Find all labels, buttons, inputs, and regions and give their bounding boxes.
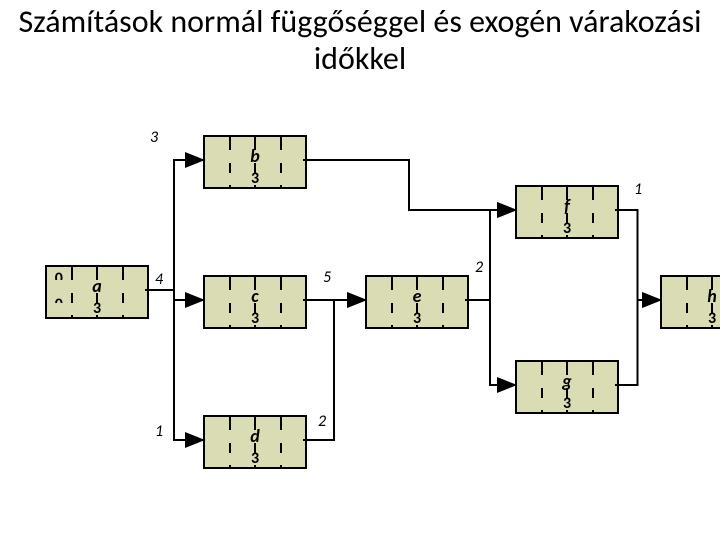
node-a-duration: 3 <box>47 303 147 316</box>
edge-weight-e-f: 2 <box>475 258 483 277</box>
edge-g-h <box>615 300 660 385</box>
node-e-label: e <box>367 290 467 303</box>
node-b-label: b <box>205 150 305 163</box>
edge-weight-a-d: 1 <box>155 422 163 441</box>
node-c: c3 <box>203 275 307 329</box>
edge-a-c <box>145 290 203 300</box>
node-c-duration: 3 <box>205 313 305 326</box>
node-c-label: c <box>205 290 305 303</box>
node-e-duration: 3 <box>367 313 467 326</box>
edge-b-f <box>303 160 515 210</box>
node-h-duration: 3 <box>662 313 720 326</box>
node-f-duration: 3 <box>517 223 617 236</box>
edge-weight-d-e: 2 <box>318 412 326 431</box>
node-e: e3 <box>365 275 469 329</box>
edge-weight-f-h: 1 <box>634 180 642 199</box>
node-a: 00a3 <box>45 265 149 319</box>
edge-e-f <box>465 210 515 300</box>
node-g-duration: 3 <box>517 398 617 411</box>
edge-a-d <box>145 290 203 440</box>
slide-title: Számítások normál függőséggel és exogén … <box>0 4 720 78</box>
edge-weight-a-b: 3 <box>150 128 158 147</box>
edge-a-b <box>145 160 203 290</box>
node-d: d3 <box>203 415 307 469</box>
edge-f-h <box>615 210 660 300</box>
node-f-label: f <box>517 200 617 213</box>
node-g: g3 <box>515 360 619 414</box>
edge-weight-c-e: 5 <box>323 268 331 287</box>
node-b-duration: 3 <box>205 173 305 186</box>
edge-e-g <box>465 300 515 385</box>
node-a-label: a <box>47 280 147 293</box>
node-g-label: g <box>517 375 617 388</box>
node-b: b3 <box>203 135 307 189</box>
node-h: h3 <box>660 275 720 329</box>
node-h-label: h <box>662 290 720 303</box>
edge-d-e <box>303 300 365 440</box>
node-d-label: d <box>205 430 305 443</box>
node-d-duration: 3 <box>205 453 305 466</box>
edge-weight-a-c: 4 <box>155 270 163 289</box>
node-f: f3 <box>515 185 619 239</box>
